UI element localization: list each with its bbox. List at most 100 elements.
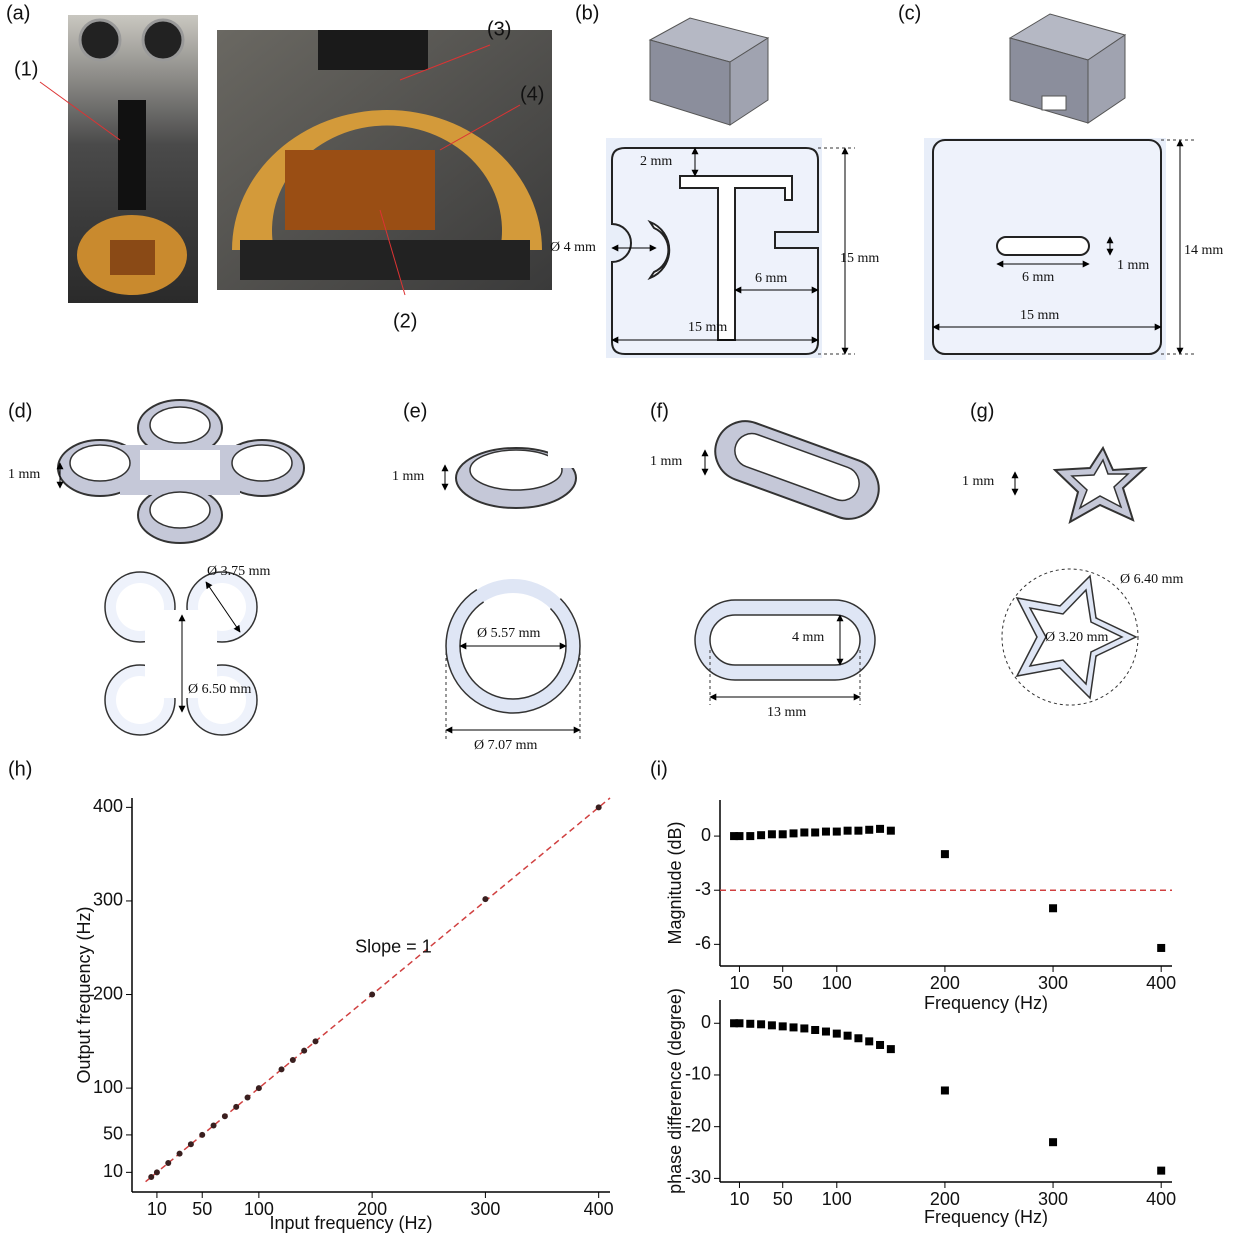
point [1049,904,1057,912]
panel-label: (b) [575,2,599,24]
point [941,850,949,858]
callout: (2) [393,310,417,332]
dimension: 6 mm [755,271,787,286]
callout: (1) [14,58,38,80]
coils [285,150,435,230]
point [865,826,873,834]
point [312,1038,318,1044]
panel-e: (e) 1 mm Ø 5.57 mm Ø 7.07 mm [392,400,662,753]
point [154,1169,160,1175]
dimension: Ø 6.50 mm [188,682,252,697]
y-tick-label: -30 [685,1167,711,1187]
slot [997,237,1089,255]
x-tick-label: 300 [1038,973,1068,993]
x-tick-label: 100 [822,973,852,993]
point [822,828,830,836]
objective [318,30,428,70]
point [800,828,808,836]
dimension: 15 mm [688,320,727,335]
panel-label: (g) [970,400,994,422]
dimension: Ø 4 mm [550,240,596,255]
x-tick-label: 300 [470,1199,500,1219]
point [199,1132,205,1138]
point [188,1141,194,1147]
point [865,1037,873,1045]
panel-label: (h) [8,758,32,780]
x-tick-label: 200 [930,973,960,993]
y-tick-label: -3 [695,879,711,899]
point [854,827,862,835]
figure: (a) (1) (2) (3) (4) (b) 2 mm Ø 4 mm 6 mm… [0,0,1242,1249]
point [165,1160,171,1166]
y-tick-label: 50 [103,1124,123,1144]
dimension: Ø 3.20 mm [1045,630,1109,645]
y-axis-label: phase difference (degree) [665,988,685,1194]
render-window [1042,96,1066,110]
panel-label: (i) [650,758,668,780]
point [811,1026,819,1034]
y-tick-label: 0 [701,1012,711,1032]
point [1049,1138,1057,1146]
point [482,896,488,902]
dimension: Ø 7.07 mm [474,738,538,753]
dimension: 6 mm [1022,270,1054,285]
y-tick-label: 300 [93,890,123,910]
render-gap [548,440,578,468]
point [790,829,798,837]
point [876,825,884,833]
dimension: 13 mm [767,705,806,720]
panel-label: (f) [650,400,669,422]
point [256,1085,262,1091]
dimension: 1 mm [650,454,682,469]
drawing-hole [710,615,860,665]
x-tick-label: 50 [773,973,793,993]
y-tick-label: 100 [93,1077,123,1097]
drawing-hole [116,583,246,724]
dimension: 1 mm [8,467,40,482]
y-tick-label: -10 [685,1064,711,1084]
panel-b: (b) 2 mm Ø 4 mm 6 mm 15 mm 15 mm [550,2,879,358]
point [779,1022,787,1030]
point [301,1048,307,1054]
x-tick-label: 50 [773,1189,793,1209]
point [757,1020,765,1028]
coils [110,240,155,275]
point [245,1094,251,1100]
point [941,1086,949,1094]
x-tick-label: 200 [930,1189,960,1209]
panel-f: (f) 1 mm 4 mm 13 mm [650,400,887,720]
mount [240,240,530,280]
point [279,1066,285,1072]
annotation: Slope = 1 [355,936,432,956]
x-axis-label: Frequency (Hz) [924,993,1048,1013]
y-axis-label: Magnitude (dB) [665,821,685,944]
dimension: 14 mm [1184,243,1223,258]
y-tick-label: -6 [695,933,711,953]
point [833,1030,841,1038]
point [854,1034,862,1042]
point [822,1028,830,1036]
dimension: 1 mm [392,469,424,484]
eyepiece [143,20,183,60]
y-axis-label: Output frequency (Hz) [74,906,94,1083]
point [1157,1167,1165,1175]
point [735,832,743,840]
panel-label: (d) [8,400,32,422]
x-axis-label: Frequency (Hz) [924,1207,1048,1227]
x-tick-label: 400 [584,1199,614,1219]
point [844,827,852,835]
panel-g: (g) 1 mm Ø 6.40 mm Ø 3.20 mm [962,400,1184,705]
dimension: 15 mm [840,251,879,266]
panel-d: (d) 1 mm Ø 3.75 mm Ø 6.50 mm [8,400,304,735]
point [779,830,787,838]
callout: (4) [520,83,544,105]
y-tick-label: 400 [93,796,123,816]
y-tick-label: 200 [93,983,123,1003]
y-tick-label: 10 [103,1161,123,1181]
point [290,1057,296,1063]
point [177,1151,183,1157]
point [800,1024,808,1032]
dimension: 1 mm [962,474,994,489]
y-tick-label: 0 [701,825,711,845]
x-tick-label: 300 [1038,1189,1068,1209]
